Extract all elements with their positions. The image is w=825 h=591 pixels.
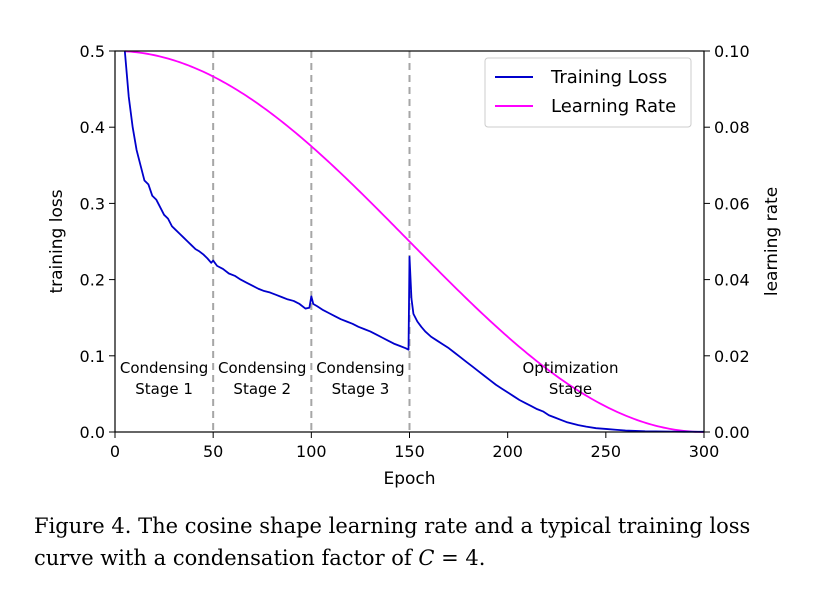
legend-label-learning-rate: Learning Rate xyxy=(551,96,676,117)
stage-annotations: Condensing Stage 1 Condensing Stage 2 Conden… xyxy=(120,359,619,398)
right-y-axis-label: learning rate xyxy=(762,187,782,296)
right-y-axis: 0.00 0.02 0.04 0.06 0.08 0.10 xyxy=(704,42,750,442)
legend-box xyxy=(484,57,692,128)
stage-annotation-line1: Condensing xyxy=(316,359,404,377)
caption-text: Figure 4. The cosine shape learning rate… xyxy=(34,514,751,570)
x-axis-label: Epoch xyxy=(383,469,435,489)
caption-variable: C xyxy=(418,546,435,570)
left-y-tick-label: 0.0 xyxy=(80,423,105,442)
x-tick-label: 250 xyxy=(591,442,622,461)
x-tick-label: 150 xyxy=(394,442,425,461)
right-y-tick-label: 0.00 xyxy=(714,423,750,442)
right-y-tick-label: 0.06 xyxy=(714,194,750,213)
stage-annotation-line1: Condensing xyxy=(120,359,208,377)
left-y-tick-label: 0.1 xyxy=(80,347,105,366)
stage-annotation-line2: Stage xyxy=(549,380,592,398)
right-y-tick-label: 0.10 xyxy=(714,42,750,61)
figure-caption: Figure 4. The cosine shape learning rate… xyxy=(34,510,804,574)
left-y-axis: 0.0 0.1 0.2 0.3 0.4 0.5 xyxy=(80,42,115,442)
left-y-tick-label: 0.4 xyxy=(80,118,105,137)
x-tick-label: 0 xyxy=(110,442,120,461)
left-y-tick-label: 0.2 xyxy=(80,271,105,290)
right-y-tick-label: 0.04 xyxy=(714,271,750,290)
series-line-learning-rate xyxy=(124,50,705,433)
legend-label-training-loss: Training Loss xyxy=(550,67,667,88)
stage-annotation-line2: Stage 2 xyxy=(233,380,291,398)
x-tick-label: 100 xyxy=(296,442,327,461)
stage-annotation-line1: Condensing xyxy=(218,359,306,377)
right-y-tick-label: 0.02 xyxy=(714,347,750,366)
x-tick-label: 300 xyxy=(689,442,720,461)
x-tick-label: 50 xyxy=(203,442,223,461)
caption-suffix: = 4. xyxy=(434,546,486,570)
left-y-tick-label: 0.5 xyxy=(80,42,105,61)
series-line-training-loss xyxy=(123,50,704,433)
plot-area xyxy=(123,50,705,433)
stage-annotation-line2: Stage 1 xyxy=(135,380,193,398)
chart-figure: 0 50 100 150 200 250 300 0.0 0.1 0.2 0.3 0.4 0.5 0.… xyxy=(47,42,782,489)
x-tick-label: 200 xyxy=(492,442,523,461)
legend: Training Loss Learning Rate xyxy=(484,57,692,128)
left-y-axis-label: training loss xyxy=(47,189,67,293)
right-y-tick-label: 0.08 xyxy=(714,118,750,137)
left-y-tick-label: 0.3 xyxy=(80,194,105,213)
x-axis: 0 50 100 150 200 250 300 xyxy=(110,432,719,461)
stage-annotation-line2: Stage 3 xyxy=(332,380,390,398)
stage-annotation-line1: Optimization xyxy=(523,359,619,377)
